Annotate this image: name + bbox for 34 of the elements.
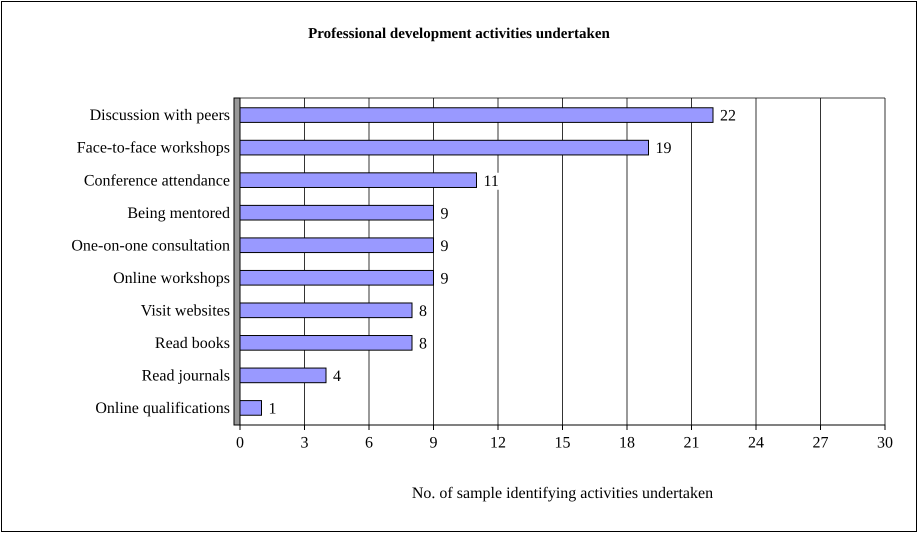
y-tick-label: Visit websites (140, 302, 230, 320)
y-tick-label: One-on-one consultation (71, 237, 230, 254)
chart-title: Professional development activities undertaken (308, 26, 611, 42)
y-tick-label: Read journals (142, 368, 230, 384)
x-tick-label: 0 (236, 434, 244, 452)
x-tick-label: 9 (430, 434, 438, 452)
y-tick-label: Being mentored (127, 204, 230, 222)
data-label: 8 (419, 302, 427, 320)
y-tick-label: Face-to-face workshops (76, 140, 230, 157)
x-tick-label: 30 (877, 434, 893, 452)
data-label: 1 (268, 400, 276, 418)
data-label: 4 (333, 368, 341, 385)
y-tick-label: Online qualifications (95, 400, 230, 418)
x-axis-title: No. of sample identifying activities undertaken (412, 485, 714, 502)
y-tick-label: Conference attendance (84, 172, 230, 190)
x-tick-label: 3 (300, 434, 308, 452)
bar (240, 400, 262, 416)
x-tick-label: 12 (490, 434, 506, 452)
x-tick-label: 27 (812, 434, 828, 452)
x-tick-label: 21 (684, 434, 700, 452)
y-tick-label: Read books (154, 334, 230, 352)
data-label: 22 (720, 108, 736, 125)
data-label: 9 (440, 270, 448, 288)
data-label: 8 (419, 335, 427, 352)
x-tick-label: 18 (619, 434, 635, 452)
y-tick-label: Discussion with peers (90, 107, 230, 124)
data-label: 11 (484, 172, 499, 190)
data-label: 9 (440, 238, 448, 255)
x-tick-label: 24 (748, 434, 764, 452)
x-tick-label: 15 (554, 434, 570, 452)
data-label: 9 (440, 205, 448, 222)
y-tick-label: Online workshops (113, 270, 230, 287)
x-tick-label: 6 (365, 434, 373, 452)
data-label: 19 (656, 140, 672, 158)
